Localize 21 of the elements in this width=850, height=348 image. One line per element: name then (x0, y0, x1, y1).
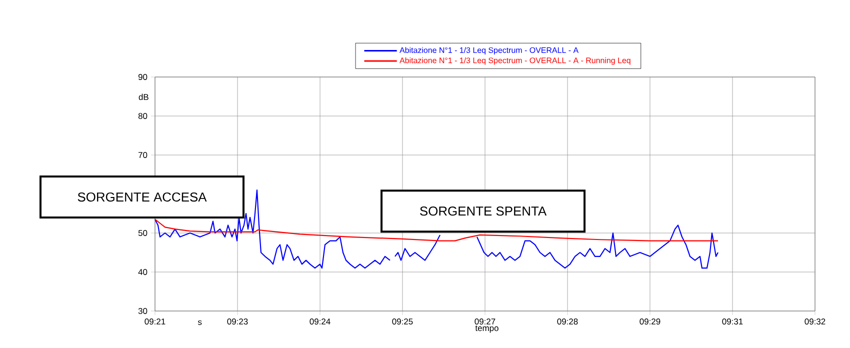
y-tick-label: 90 (138, 74, 148, 80)
y-axis-title: dB (138, 94, 148, 100)
y-tick-label: 80 (138, 113, 148, 119)
x-tick-label: 09:27 (474, 318, 496, 325)
x-tick-label: 09:25 (392, 318, 413, 325)
y-tick-label: 30 (138, 308, 148, 314)
x-tick-label: 09:24 (310, 318, 330, 325)
annotation: SORGENTE SPENTA (420, 206, 547, 216)
x-tick-label: 09:31 (722, 318, 743, 325)
y-tick-label: 40 (138, 269, 148, 275)
y-tick-label: 50 (138, 230, 148, 236)
x-tick-label: 09:28 (557, 318, 578, 325)
x-tick-label: 09:23 (227, 318, 248, 325)
line-series (154, 218, 719, 242)
x-tick-label: 09:29 (640, 318, 660, 325)
x-axis-title: tempo (475, 326, 498, 333)
annotation: SORGENTE ACCESA (78, 192, 207, 202)
text: s (198, 320, 202, 325)
x-tick-label: 09:32 (804, 318, 826, 325)
y-tick-label: 70 (138, 152, 148, 158)
x-tick-label: 09:21 (144, 318, 166, 325)
